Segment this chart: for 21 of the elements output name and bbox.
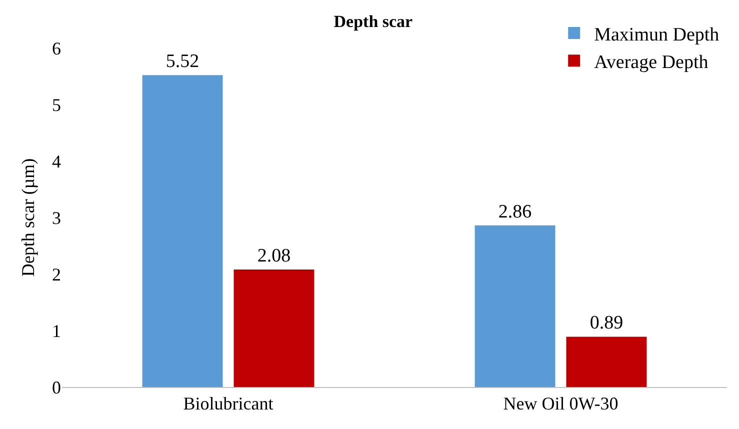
y-tick-label: 5 <box>52 94 61 115</box>
legend-label: Average Depth <box>594 52 709 74</box>
chart-title: Depth scar <box>334 12 414 31</box>
bar <box>234 269 314 387</box>
x-tick-label: Biolubricant <box>183 394 274 414</box>
y-tick-label: 1 <box>52 320 61 341</box>
bar <box>474 225 556 387</box>
x-tick-label: New Oil 0W-30 <box>503 394 618 414</box>
y-axis-title: Depth scar (µm) <box>18 158 38 277</box>
y-tick-label: 6 <box>52 38 61 58</box>
data-label: 0.89 <box>590 312 624 334</box>
y-tick-label: 4 <box>52 151 61 172</box>
data-label: 2.86 <box>498 201 532 222</box>
bar <box>142 75 223 387</box>
data-label: 5.52 <box>166 51 200 72</box>
y-tick-label: 0 <box>52 377 61 398</box>
data-label: 2.08 <box>257 245 291 266</box>
y-tick-label: 2 <box>52 264 61 284</box>
bar <box>566 336 647 387</box>
legend-label: Maximun Depth <box>594 24 720 46</box>
y-tick-label: 3 <box>52 208 61 228</box>
